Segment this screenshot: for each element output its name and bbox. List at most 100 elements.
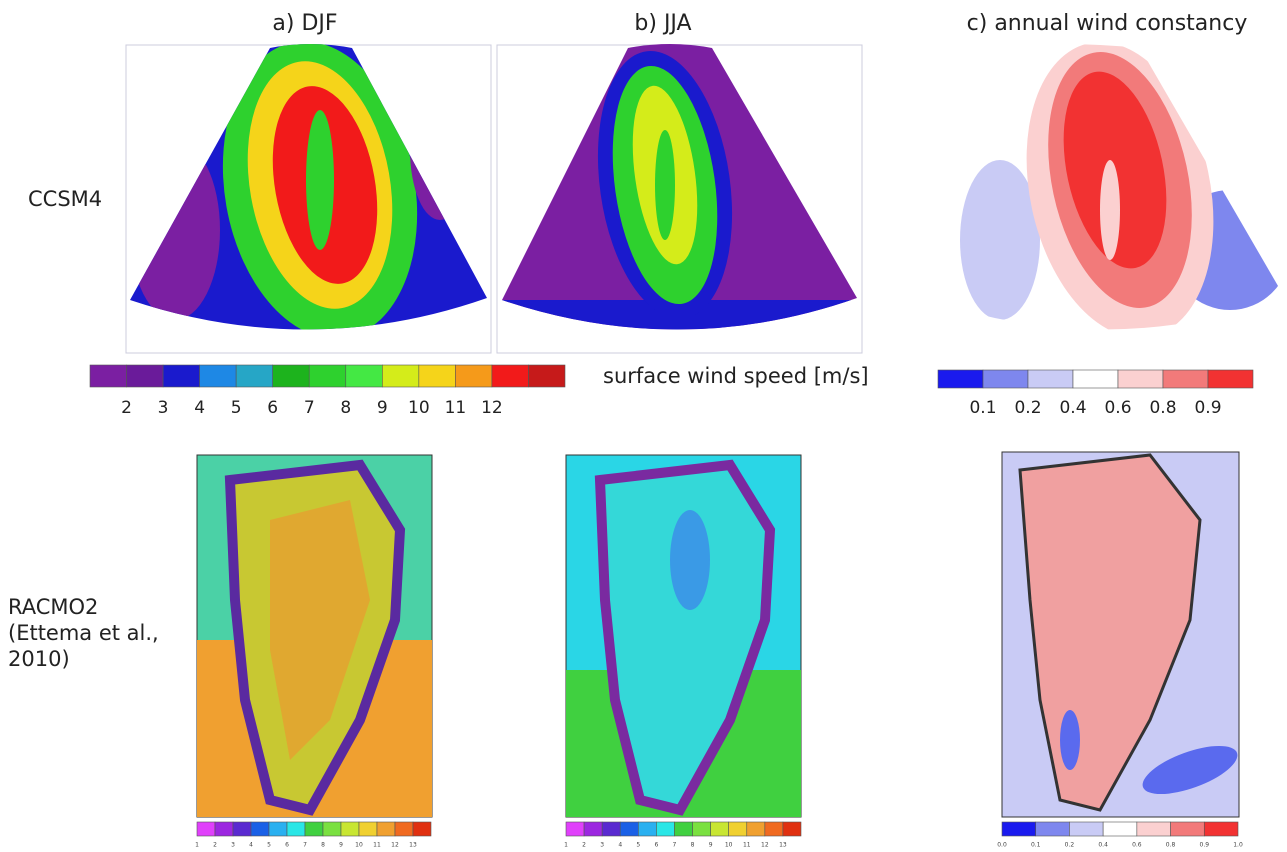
colorbar-cell xyxy=(251,822,269,836)
row-label: 2010) xyxy=(8,647,70,671)
colorbar-cell xyxy=(1204,822,1238,836)
colorbar-label: 13 xyxy=(409,842,417,849)
colorbar-label: 12 xyxy=(761,842,769,849)
colorbar-label: 1 xyxy=(564,842,568,849)
colorbar-label: 4 xyxy=(194,398,205,418)
colorbar-cell xyxy=(419,365,456,387)
colorbar-cell xyxy=(528,365,565,387)
colorbar-cell xyxy=(1118,370,1163,388)
colorbar-cell xyxy=(656,822,674,836)
colorbar-cell xyxy=(395,822,413,836)
map-ccsm-djf xyxy=(120,26,500,370)
colorbar-label: 0.4 xyxy=(1059,398,1086,418)
colorbar-cell xyxy=(382,365,419,387)
colorbar-label: 9 xyxy=(709,842,713,849)
colorbar-label: 5 xyxy=(267,842,271,849)
colorbar-label: 10 xyxy=(408,398,430,418)
colorbar-cell xyxy=(1002,822,1036,836)
colorbar-cell xyxy=(163,365,200,387)
colorbar-cell xyxy=(127,365,164,387)
colorbar-cell xyxy=(638,822,656,836)
colorbar-cell xyxy=(90,365,127,387)
column-title: c) annual wind constancy xyxy=(967,11,1248,36)
colorbar-label: 8 xyxy=(340,398,351,418)
colorbar-label: 0.8 xyxy=(1166,842,1176,849)
colorbar-cell xyxy=(1171,822,1205,836)
colorbar-cell xyxy=(323,822,341,836)
colorbar-label: 0.4 xyxy=(1098,842,1108,849)
colorbar-label: 11 xyxy=(373,842,381,849)
colorbar-cell xyxy=(938,370,983,388)
colorbar-cell xyxy=(1208,370,1253,388)
colorbar-label: 5 xyxy=(231,398,242,418)
colorbar-cell xyxy=(492,365,529,387)
column-title: b) JJA xyxy=(634,11,691,36)
colorbar-label: 9 xyxy=(377,398,388,418)
colorbar-cell xyxy=(269,822,287,836)
colorbar-label: 7 xyxy=(303,842,307,849)
colorbar-cell xyxy=(1036,822,1070,836)
colorbar-cell xyxy=(236,365,273,387)
colorbar-label: 8 xyxy=(691,842,695,849)
colorbar-cell xyxy=(566,822,584,836)
colorbar-label: 0.0 xyxy=(997,842,1007,849)
colorbar-cell xyxy=(273,365,310,387)
colorbar-cell xyxy=(1163,370,1208,388)
map-ccsm-constancy xyxy=(925,25,1287,370)
colorbar-label: 6 xyxy=(267,398,278,418)
colorbar-cell xyxy=(1103,822,1137,836)
colorbar-label: 11 xyxy=(743,842,751,849)
colorbar-cell xyxy=(602,822,620,836)
colorbar-cell xyxy=(693,822,711,836)
colorbar-label: 3 xyxy=(158,398,169,418)
colorbar-label: 4 xyxy=(249,842,253,849)
colorbar-cell xyxy=(584,822,602,836)
colorbar-cell xyxy=(197,822,215,836)
colorbar-cell xyxy=(747,822,765,836)
colorbar-cell xyxy=(233,822,251,836)
colorbar-label: 9 xyxy=(339,842,343,849)
colorbar-label: 13 xyxy=(779,842,787,849)
map-racmo-jja xyxy=(566,455,801,817)
colorbar-cell xyxy=(783,822,801,836)
colorbar-label: 1 xyxy=(195,842,199,849)
colorbar-label: 12 xyxy=(481,398,503,418)
colorbar-cell xyxy=(1137,822,1171,836)
colorbar-label: 10 xyxy=(355,842,363,849)
colorbar-label: 0.1 xyxy=(1031,842,1041,849)
colorbar-cell xyxy=(620,822,638,836)
colorbar-label: 4 xyxy=(618,842,622,849)
map-racmo-constancy xyxy=(1002,452,1243,817)
colorbar-label: 3 xyxy=(600,842,604,849)
colorbar-cell xyxy=(200,365,237,387)
colorbar-cell xyxy=(1073,370,1118,388)
colorbar-cell xyxy=(729,822,747,836)
colorbar-cell xyxy=(341,822,359,836)
colorbar-cell xyxy=(765,822,783,836)
colorbar-label: 6 xyxy=(285,842,289,849)
colorbar-label: 6 xyxy=(654,842,658,849)
colorbar-label: 0.9 xyxy=(1200,842,1210,849)
colorbar-label: 1.0 xyxy=(1233,842,1243,849)
colorbar-cell xyxy=(711,822,729,836)
colorbar-label: 11 xyxy=(445,398,467,418)
colorbar-label: 7 xyxy=(304,398,315,418)
colorbar-label: 0.6 xyxy=(1104,398,1131,418)
colorbar-cell xyxy=(1028,370,1073,388)
figure: a) DJF b) JJA c) annual wind constancy C… xyxy=(0,0,1287,852)
colorbar-cell xyxy=(983,370,1028,388)
row-label: (Ettema et al., xyxy=(8,621,159,645)
colorbar-title: surface wind speed [m/s] xyxy=(603,364,869,388)
row-label: RACMO2 xyxy=(8,595,98,619)
colorbar-label: 10 xyxy=(725,842,733,849)
colorbar-cell xyxy=(359,822,377,836)
map-racmo-djf xyxy=(197,455,432,817)
colorbar-label: 2 xyxy=(582,842,586,849)
colorbar-label: 0.8 xyxy=(1149,398,1176,418)
colorbar-cell xyxy=(215,822,233,836)
colorbar-label: 5 xyxy=(636,842,640,849)
colorbar-cell xyxy=(377,822,395,836)
map-ccsm-jja xyxy=(495,40,875,370)
colorbar-label: 0.2 xyxy=(1014,398,1041,418)
colorbar-label: 7 xyxy=(673,842,677,849)
